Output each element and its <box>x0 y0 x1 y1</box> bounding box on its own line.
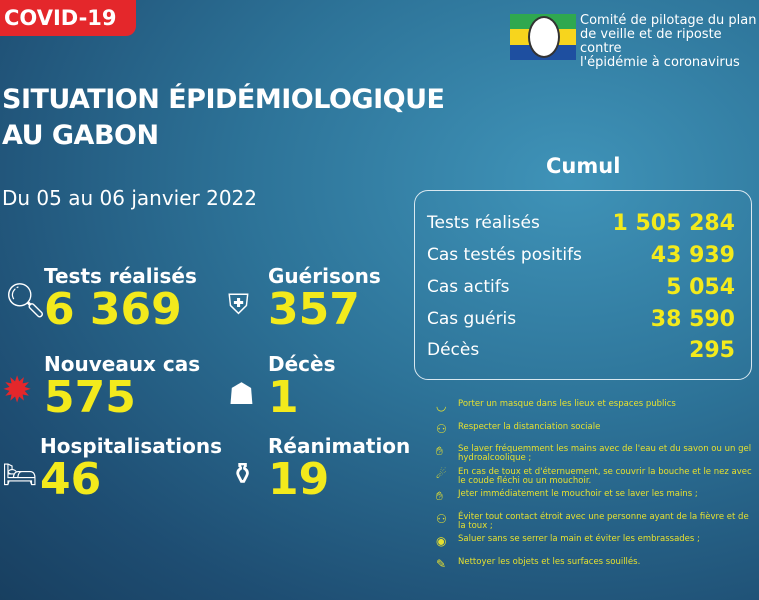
page-title: SITUATION ÉPIDÉMIOLOGIQUE AU GABON <box>2 82 445 154</box>
stat-value: 1 <box>268 372 299 423</box>
shield-virus-icon: ⛨ <box>228 288 250 321</box>
handwash-icon: ✋︎ <box>436 489 443 503</box>
stat-new-cases: Nouveaux cas 575 <box>44 352 200 420</box>
row-label: Cas testés positifs <box>427 245 582 265</box>
stat-value: 19 <box>268 454 330 505</box>
stat-label: Tests réalisés <box>44 264 197 288</box>
oxygen-tank-icon: ⚱ <box>230 457 256 492</box>
tip-item: ◡ Porter un masque dans les lieux et espa… <box>436 400 756 423</box>
handwash-icon: ✋︎ <box>436 444 443 458</box>
row-value: 43 939 <box>650 242 735 268</box>
row-label: Cas actifs <box>427 277 510 297</box>
cumul-table: Tests réalisés 1 505 284 Cas testés posit… <box>414 190 752 380</box>
org-line: l'épidémie à coronavirus <box>580 55 740 70</box>
cumul-row: Cas actifs 5 054 <box>427 272 735 302</box>
tip-item: ✋︎ Jeter immédiatement le mouchoir et se … <box>436 490 756 513</box>
cumul-row: Tests réalisés 1 505 284 <box>427 208 735 238</box>
org-line: de veille et de riposte contre <box>580 27 722 56</box>
row-value: 38 590 <box>650 306 735 332</box>
row-label: Décès <box>427 340 480 360</box>
covid-tag: COVID-19 <box>0 0 136 36</box>
tip-text: Éviter tout contact étroit avec une pers… <box>458 511 749 531</box>
greeting-icon: ◉ <box>436 534 447 548</box>
stat-recoveries: Guérisons 357 <box>268 264 381 332</box>
stat-label: Décès <box>268 352 336 376</box>
seal-icon <box>528 16 560 58</box>
gabon-flag-logo <box>510 14 576 60</box>
row-value: 5 054 <box>666 274 735 300</box>
tip-item: ☄ En cas de toux et d'éternuement, se cou… <box>436 466 756 491</box>
tip-item: ✋︎ Se laver fréquemment les mains avec de… <box>436 445 756 468</box>
tip-item: ⚇ Respecter la distanciation sociale <box>436 421 756 446</box>
stat-value: 6 369 <box>44 284 182 335</box>
title-line: SITUATION ÉPIDÉMIOLOGIQUE <box>2 84 445 115</box>
cumul-row: Décès 295 <box>427 335 735 365</box>
person-cross-icon: ☗ <box>228 377 255 412</box>
stat-deaths: Décès 1 <box>268 352 336 420</box>
stat-hospitalisations: Hospitalisations 46 <box>40 434 222 502</box>
sneeze-icon: ☄ <box>436 466 447 481</box>
date-range: Du 05 au 06 janvier 2022 <box>2 186 257 210</box>
stat-value: 46 <box>40 454 102 505</box>
row-value: 1 505 284 <box>612 210 735 236</box>
tip-item: ✎ Nettoyer les objets et les surfaces sou… <box>436 556 756 581</box>
tip-text: Respecter la distanciation sociale <box>458 421 601 432</box>
tip-text: Jeter immédiatement le mouchoir et se la… <box>458 489 698 499</box>
stat-value: 357 <box>268 284 360 335</box>
cleaning-icon: ✎ <box>436 556 447 571</box>
stat-icu: Réanimation 19 <box>268 434 410 502</box>
mask-icon: ◡ <box>436 399 447 413</box>
magnifier-icon: 🔍︎ <box>4 281 48 321</box>
cumul-row: Cas testés positifs 43 939 <box>427 240 735 270</box>
tip-text: Nettoyer les objets et les surfaces soui… <box>458 556 641 567</box>
tip-item: ⚇ Éviter tout contact étroit avec une per… <box>436 511 756 536</box>
stat-label: Guérisons <box>268 264 381 288</box>
stat-value: 575 <box>44 372 136 423</box>
organization-name: Comité de pilotage du plan de veille et … <box>580 14 759 70</box>
row-label: Tests réalisés <box>427 213 540 233</box>
tip-text: Saluer sans se serrer la main et éviter … <box>458 534 700 544</box>
stat-label: Nouveaux cas <box>44 352 201 376</box>
row-value: 295 <box>689 337 735 363</box>
stat-label: Hospitalisations <box>40 434 223 458</box>
virus-icon: ✹ <box>2 370 33 411</box>
distance-icon: ⚇ <box>436 421 447 436</box>
cumul-title: Cumul <box>546 154 621 178</box>
cumul-row: Cas guéris 38 590 <box>427 304 735 334</box>
prevention-tips: ◡ Porter un masque dans les lieux et espa… <box>436 400 756 580</box>
row-label: Cas guéris <box>427 309 517 329</box>
tip-text: Porter un masque dans les lieux et espac… <box>458 399 676 409</box>
tip-text: En cas de toux et d'éternuement, se couv… <box>458 466 752 486</box>
stat-label: Réanimation <box>268 434 411 458</box>
tip-item: ◉ Saluer sans se serrer la main et éviter… <box>436 535 756 558</box>
distance-icon: ⚇ <box>436 511 447 526</box>
tip-text: Se laver fréquemment les mains avec de l… <box>458 444 752 463</box>
org-line: Comité de pilotage du plan <box>580 13 757 28</box>
hospital-bed-icon: 🛏︎ <box>2 458 38 491</box>
title-line: AU GABON <box>2 120 159 151</box>
stat-tests: Tests réalisés 6 369 <box>44 264 197 332</box>
